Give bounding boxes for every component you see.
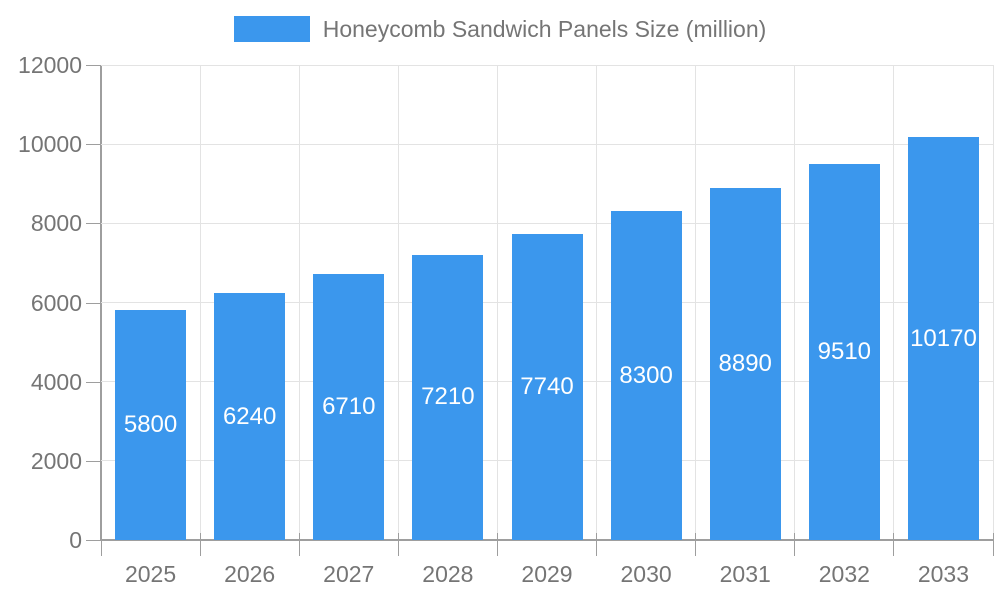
x-axis-tick-label: 2025 <box>124 561 177 587</box>
legend-label: Honeycomb Sandwich Panels Size (million) <box>322 16 767 42</box>
bar-2027[interactable]: 6710 <box>313 274 385 540</box>
y-axis-tick-label: 8000 <box>30 210 82 237</box>
bar-value-label: 8300 <box>619 361 673 389</box>
y-gridline <box>101 64 993 66</box>
y-axis-tick <box>86 302 101 304</box>
y-axis-tick <box>86 460 101 462</box>
bar-2032[interactable]: 9510 <box>808 163 880 540</box>
x-axis-tick <box>992 533 994 556</box>
y-axis-tick-label: 4000 <box>30 368 82 395</box>
x-axis-tick <box>199 533 201 556</box>
x-gridline <box>397 65 399 540</box>
bar-value-label: 10170 <box>910 324 977 352</box>
y-axis-tick <box>86 223 101 225</box>
x-gridline <box>199 65 201 540</box>
bar-2026[interactable]: 6240 <box>214 293 286 540</box>
bar-2033[interactable]: 10170 <box>907 137 979 540</box>
x-axis-tick <box>397 533 399 556</box>
bar-2029[interactable]: 7740 <box>511 233 583 540</box>
x-gridline <box>298 65 300 540</box>
plot-area: 5800 6240 6710 7210 7740 8300 8890 9510 10170 <box>101 64 994 540</box>
y-gridline <box>101 143 993 145</box>
bar-value-label: 9510 <box>817 337 872 365</box>
x-gridline <box>496 65 498 540</box>
y-axis-tick <box>86 540 101 541</box>
y-axis-tick-label: 2000 <box>30 447 82 474</box>
x-axis-tick <box>298 533 300 556</box>
x-axis-tick <box>893 533 895 556</box>
x-gridline <box>596 65 598 540</box>
legend[interactable]: Honeycomb Sandwich Panels Size (million) <box>0 16 1000 42</box>
x-axis-tick-label: 2033 <box>917 561 970 587</box>
bar-value-label: 7210 <box>421 383 475 411</box>
bar-value-label: 6710 <box>322 393 376 421</box>
x-axis-tick-label: 2029 <box>521 561 573 587</box>
x-gridline <box>992 65 994 540</box>
bar-2028[interactable]: 7210 <box>412 254 484 540</box>
y-axis-tick <box>86 381 101 383</box>
x-axis-tick <box>100 533 102 556</box>
x-axis-tick-label: 2032 <box>818 561 870 587</box>
x-axis-tick <box>596 533 598 556</box>
x-axis-tick <box>695 533 697 556</box>
x-axis-tick-label: 2028 <box>422 561 474 587</box>
legend-swatch-icon <box>233 16 310 42</box>
bar-value-label: 7740 <box>520 372 574 400</box>
y-axis-tick-label: 12000 <box>18 52 82 78</box>
x-axis-line <box>101 539 993 541</box>
x-axis-tick <box>794 533 796 556</box>
x-axis-tick <box>496 533 498 556</box>
bar-2030[interactable]: 8300 <box>610 211 682 540</box>
x-axis-tick-label: 2026 <box>224 561 276 587</box>
y-gridline <box>101 222 993 224</box>
x-gridline <box>695 65 697 540</box>
y-axis-tick-label: 0 <box>69 527 82 553</box>
y-axis-tick-label: 10000 <box>18 131 82 158</box>
x-gridline <box>794 65 796 540</box>
bar-value-label: 8890 <box>718 350 772 378</box>
bar-value-label: 6240 <box>222 402 277 430</box>
x-axis-tick-label: 2031 <box>719 561 771 587</box>
x-axis-tick-label: 2030 <box>620 561 672 587</box>
y-axis-tick-label: 6000 <box>30 289 82 316</box>
bar-2031[interactable]: 8890 <box>709 188 781 540</box>
x-gridline <box>893 65 895 540</box>
y-axis-tick <box>86 65 101 66</box>
bar-2025[interactable]: 5800 <box>115 310 187 540</box>
x-axis-tick-label: 2027 <box>323 561 375 587</box>
y-axis-tick <box>86 144 101 146</box>
bar-value-label: 5800 <box>123 411 178 439</box>
